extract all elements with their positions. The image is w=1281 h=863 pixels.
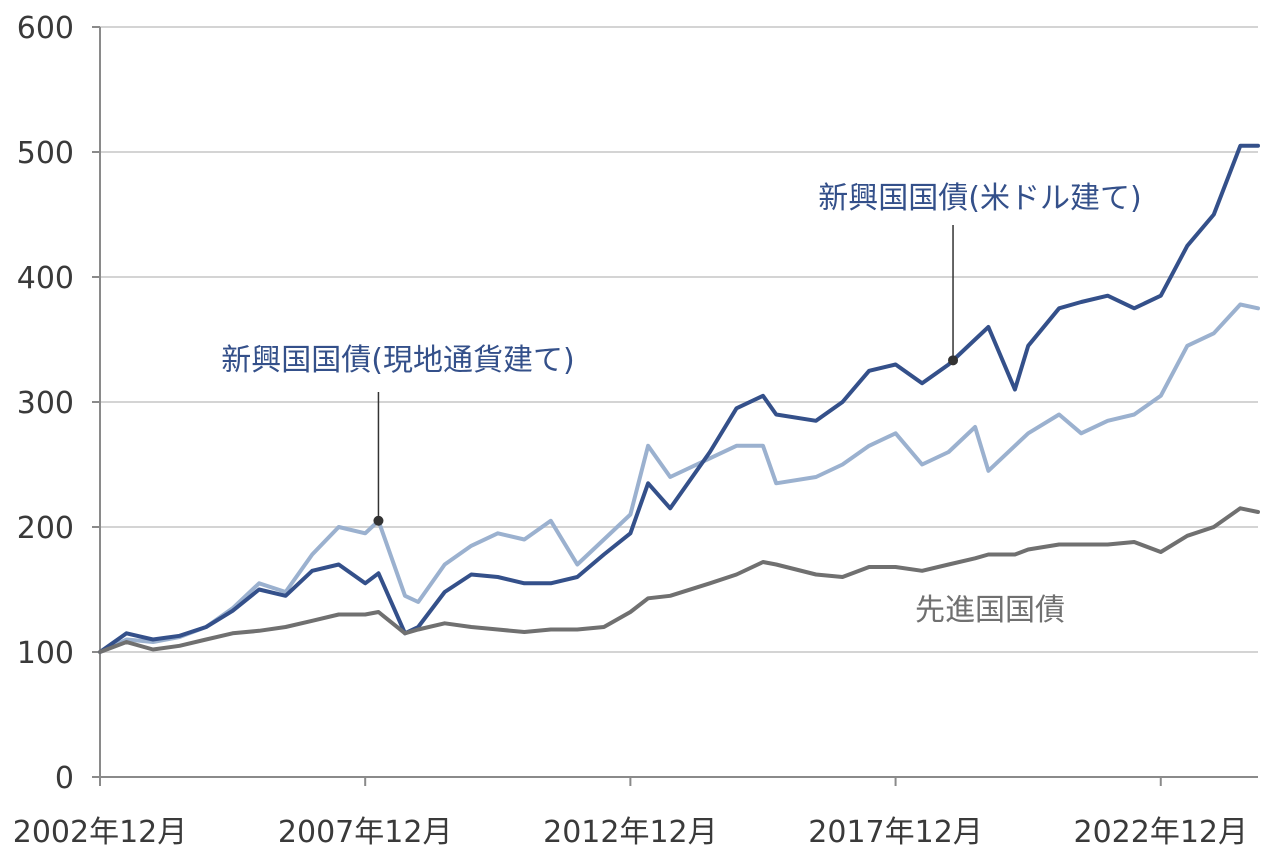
annotation-label: 新興国国債(米ドル建て) xyxy=(818,181,1141,216)
y-tick-label: 100 xyxy=(17,636,74,671)
x-tick-label: 2002年12月 xyxy=(13,815,188,850)
series-line-0 xyxy=(98,302,1260,654)
y-tick-label: 600 xyxy=(17,11,74,46)
annotation-dot xyxy=(948,355,959,366)
annotations: 新興国国債(米ドル建て) 新興国国債(現地通貨建て) 先進国国債 xyxy=(221,181,1141,628)
annotation-label: 新興国国債(現地通貨建て) xyxy=(221,343,574,378)
y-tick-label: 0 xyxy=(55,761,74,796)
y-tick-label: 500 xyxy=(17,136,74,171)
y-tick-label: 300 xyxy=(17,386,74,421)
y-tick-label: 400 xyxy=(17,261,74,296)
x-tick-label: 2022年12月 xyxy=(1073,815,1248,850)
gridlines xyxy=(100,26,1258,653)
x-tick-label: 2012年12月 xyxy=(543,815,718,850)
y-tick-label: 200 xyxy=(17,511,74,546)
series-line-2 xyxy=(98,506,1260,654)
axes: 0 100 200 300 400 500 600 2002年12月 2007年12月 2012年… xyxy=(13,11,1258,850)
x-tick-label: 2017年12月 xyxy=(808,815,983,850)
x-tick-label: 2007年12月 xyxy=(278,815,453,850)
series-line-1 xyxy=(98,143,1260,654)
annotation-dot xyxy=(373,515,384,526)
annotation-label: 先進国国債 xyxy=(915,593,1065,628)
series-lines xyxy=(98,143,1260,654)
